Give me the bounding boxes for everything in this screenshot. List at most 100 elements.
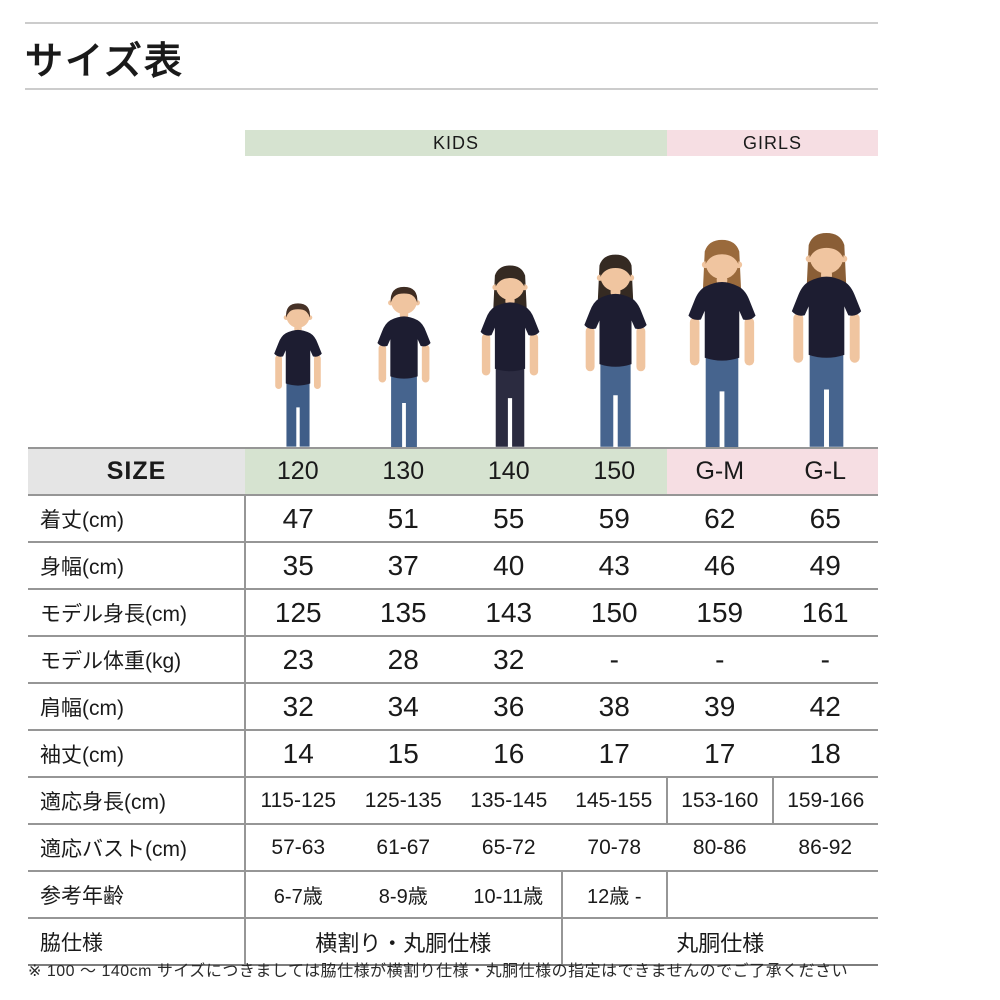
row-label: 参考年齢: [28, 870, 245, 918]
size-col-120: 120: [245, 447, 351, 495]
row-label: モデル身長(cm): [28, 588, 245, 636]
size-col-140: 140: [456, 447, 562, 495]
cell: 125: [244, 588, 351, 636]
model-photo-strip: [28, 180, 878, 447]
cell: 57-63: [244, 823, 351, 871]
cell: 34: [350, 682, 456, 730]
cell: 42: [772, 682, 878, 730]
cell: 17: [667, 729, 773, 777]
cell-side-spec-kids: 横割り・丸胴仕様: [244, 917, 562, 966]
cell: 145-155: [561, 776, 667, 824]
cell: 135: [350, 588, 456, 636]
cell: 32: [244, 682, 351, 730]
cell: 65: [772, 494, 878, 542]
cell: 150: [561, 588, 667, 636]
cell: 39: [667, 682, 773, 730]
cell: 61-67: [350, 823, 456, 871]
cell: 38: [561, 682, 667, 730]
cell: 40: [456, 541, 562, 589]
size-header-row: SIZE 120 130 140 150 G-M G-L: [28, 447, 878, 495]
cell: -: [561, 635, 667, 683]
cell: 15: [350, 729, 456, 777]
cell: [772, 870, 878, 918]
model-photo-kid-120: [264, 297, 332, 447]
cell: 49: [772, 541, 878, 589]
cell: 55: [456, 494, 562, 542]
table-row-body-width: 身幅(cm) 35 37 40 43 46 49: [28, 541, 878, 589]
table-row-sleeve-length: 袖丈(cm) 14 15 16 17 17 18: [28, 729, 878, 777]
cell: 161: [772, 588, 878, 636]
cell: 43: [561, 541, 667, 589]
table-row-shoulder-width: 肩幅(cm) 32 34 36 38 39 42: [28, 682, 878, 730]
cell: 37: [350, 541, 456, 589]
cell: 36: [456, 682, 562, 730]
footnote: ※ 100 ～ 140cm サイズにつきましては脇仕様が横割り仕様・丸胴仕様の指…: [28, 963, 849, 980]
cell-side-spec-girls: 丸胴仕様: [560, 917, 878, 966]
page-title: サイズ表: [25, 41, 184, 83]
cell: 115-125: [244, 776, 351, 824]
cell: 18: [772, 729, 878, 777]
row-label: 身幅(cm): [28, 541, 245, 589]
cell: [666, 870, 773, 918]
cell: 80-86: [667, 823, 773, 871]
cell: 23: [244, 635, 351, 683]
size-header-label: SIZE: [28, 447, 245, 495]
cell: 135-145: [456, 776, 562, 824]
row-label: 適応身長(cm): [28, 776, 245, 824]
title-top-rule: [25, 22, 878, 24]
row-label: モデル体重(kg): [28, 635, 245, 683]
cell: 153-160: [666, 776, 773, 824]
cell: 65-72: [456, 823, 562, 871]
cell: 59: [561, 494, 667, 542]
cell: 16: [456, 729, 562, 777]
table-row-model-height: モデル身長(cm) 125 135 143 150 159 161: [28, 588, 878, 636]
row-label: 脇仕様: [28, 917, 245, 966]
girls-band: GIRLS: [667, 130, 878, 156]
cell: 14: [244, 729, 351, 777]
cell: 70-78: [561, 823, 667, 871]
row-label: 肩幅(cm): [28, 682, 245, 730]
size-col-150: 150: [561, 447, 667, 495]
size-col-gm: G-M: [667, 447, 773, 495]
table-row-fit-bust: 適応バスト(cm) 57-63 61-67 65-72 70-78 80-86 …: [28, 823, 878, 871]
size-col-130: 130: [350, 447, 456, 495]
row-label: 着丈(cm): [28, 494, 245, 542]
cell: 35: [244, 541, 351, 589]
cell: 32: [456, 635, 562, 683]
model-photo-girl-140: [468, 262, 552, 447]
cell: 47: [244, 494, 351, 542]
table-row-model-weight: モデル体重(kg) 23 28 32 - - -: [28, 635, 878, 683]
title-bottom-rule: [25, 88, 878, 90]
cell: -: [667, 635, 773, 683]
category-bands: KIDS GIRLS: [245, 130, 878, 156]
model-photo-girl-150: [571, 251, 660, 447]
cell: 12歳 -: [560, 870, 667, 918]
kids-band: KIDS: [245, 130, 667, 156]
cell: 159: [667, 588, 773, 636]
cell: 28: [350, 635, 456, 683]
cell: 51: [350, 494, 456, 542]
cell: 143: [456, 588, 562, 636]
row-label: 適応バスト(cm): [28, 823, 245, 871]
cell: 10-11歳: [456, 870, 562, 918]
table-row-side-spec: 脇仕様 横割り・丸胴仕様 丸胴仕様: [28, 917, 878, 966]
model-photo-woman-gl: [777, 229, 876, 447]
cell: 62: [667, 494, 773, 542]
kids-band-label: KIDS: [432, 132, 479, 153]
table-row-body-length: 着丈(cm) 47 51 55 59 62 65: [28, 494, 878, 542]
cell: -: [772, 635, 878, 683]
cell: 46: [667, 541, 773, 589]
cell: 8-9歳: [350, 870, 456, 918]
cell: 6-7歳: [244, 870, 351, 918]
size-table: SIZE 120 130 140 150 G-M G-L 着丈(cm) 47 5…: [28, 447, 878, 966]
model-photo-woman-gm: [674, 236, 770, 447]
size-col-gl: G-L: [772, 447, 878, 495]
girls-band-label: GIRLS: [742, 132, 803, 153]
cell: 125-135: [350, 776, 456, 824]
table-row-fit-height: 適応身長(cm) 115-125 125-135 135-145 145-155…: [28, 776, 878, 824]
row-label: 袖丈(cm): [28, 729, 245, 777]
table-row-reference-age: 参考年齢 6-7歳 8-9歳 10-11歳 12歳 -: [28, 870, 878, 918]
model-photo-kid-130: [366, 280, 442, 447]
cell: 17: [561, 729, 667, 777]
